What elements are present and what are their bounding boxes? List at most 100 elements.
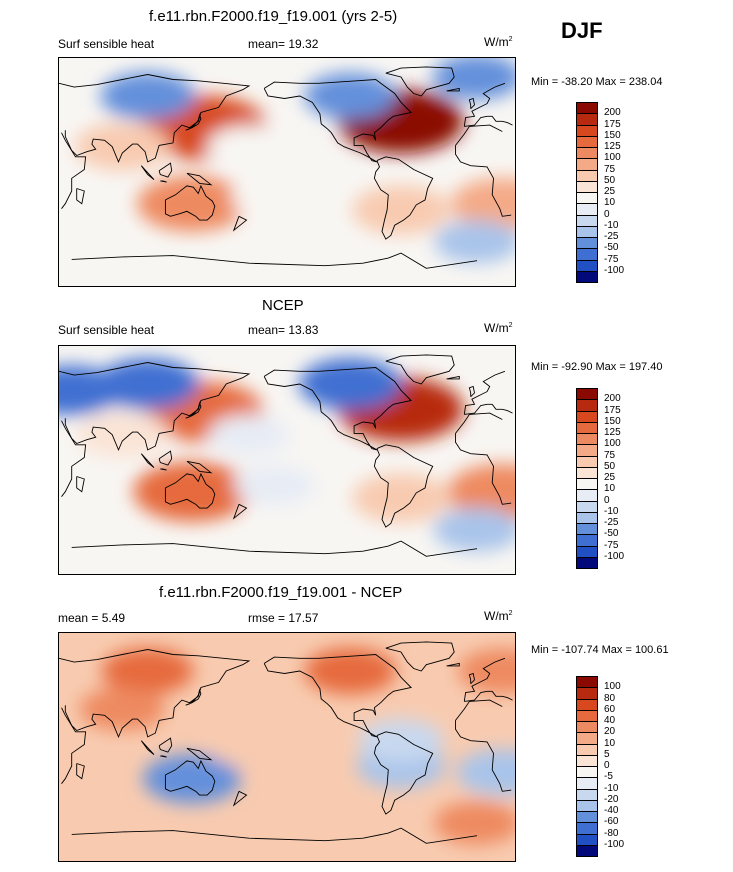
panel3-mean-label: mean = 5.49 bbox=[58, 611, 126, 625]
field-feature bbox=[299, 358, 402, 410]
colorbar-tick-label: 20 bbox=[604, 726, 616, 738]
colorbar-tick-label: -100 bbox=[604, 550, 625, 562]
colorbar-tick-label: -50 bbox=[604, 528, 619, 540]
coastline bbox=[468, 385, 475, 398]
colorbar-tick-label: -25 bbox=[604, 517, 619, 528]
field-feature bbox=[434, 801, 515, 845]
colorbar-tick-label: 150 bbox=[604, 415, 621, 427]
colorbar-tick-label: -75 bbox=[604, 539, 619, 551]
field-feature bbox=[352, 473, 450, 523]
colorbar-tick-label: 10 bbox=[604, 197, 616, 209]
colorbar-tick-label: 100 bbox=[604, 438, 621, 450]
panel3-title: f.e11.rbn.F2000.f19_f19.001 - NCEP bbox=[159, 584, 403, 601]
field-feature bbox=[137, 175, 247, 232]
colorbar-tick-label: 60 bbox=[604, 703, 616, 715]
colorbar-tick-label: 175 bbox=[604, 404, 621, 416]
coastline bbox=[61, 412, 512, 505]
coastline bbox=[263, 654, 412, 738]
colorbar-tick-label: 40 bbox=[604, 715, 616, 726]
coastline bbox=[186, 460, 213, 474]
colorbar-tick-label: 175 bbox=[604, 118, 621, 130]
coastline bbox=[160, 755, 167, 758]
panel1-map bbox=[58, 57, 516, 287]
colorbar-tick-label: -100 bbox=[604, 838, 625, 850]
coastline bbox=[158, 737, 173, 753]
colorbar-tick-label: 0 bbox=[604, 494, 610, 506]
coastline bbox=[373, 444, 434, 528]
panel1-colorbar: 200 175 150 125 100 75 50 25 10 0 -10 -25 -50 -75 -100 bbox=[576, 102, 656, 283]
colorbar-tick-label: -10 bbox=[604, 505, 619, 517]
field-feature bbox=[208, 414, 290, 456]
panel2-colorbar: 200 175 150 125 100 75 50 25 10 0 -10 -25 -50 -75 -100 bbox=[576, 388, 656, 569]
colorbar-swatch bbox=[576, 844, 598, 857]
field-feature bbox=[208, 726, 290, 768]
coastline bbox=[160, 468, 167, 471]
field-feature bbox=[100, 72, 196, 120]
field-feature bbox=[133, 461, 251, 522]
field-feature bbox=[206, 125, 292, 168]
colorbar-tick-label: 0 bbox=[604, 208, 610, 220]
panel1-units: W/m2 bbox=[484, 35, 513, 49]
coastline bbox=[185, 688, 202, 706]
field-feature bbox=[79, 687, 166, 731]
field-feature bbox=[304, 72, 397, 120]
colorbar-tick-label: 100 bbox=[604, 152, 621, 164]
field-feature bbox=[433, 507, 515, 552]
coastline bbox=[158, 450, 173, 466]
colorbar-tick-label: 150 bbox=[604, 129, 621, 141]
panel3-map bbox=[58, 632, 516, 862]
field-feature bbox=[432, 58, 515, 100]
panel3-map-svg bbox=[59, 633, 515, 861]
coastline bbox=[185, 113, 202, 131]
field-feature bbox=[451, 177, 515, 230]
coastline bbox=[71, 540, 478, 557]
panel2-mean-label: mean= 13.83 bbox=[248, 323, 319, 337]
panel3-units: W/m2 bbox=[484, 609, 513, 623]
panel1-minmax: Min = -38.20 Max = 238.04 bbox=[531, 76, 663, 88]
colorbar-tick-label: 125 bbox=[604, 427, 621, 438]
coastline bbox=[71, 827, 478, 844]
colorbar-tick-label: 100 bbox=[604, 681, 621, 693]
colorbar-tick-label: 200 bbox=[604, 393, 621, 405]
field-feature bbox=[143, 753, 241, 804]
panel2-minmax: Min = -92.90 Max = 197.40 bbox=[531, 361, 663, 373]
coastline bbox=[76, 763, 85, 780]
panel1-mean-label: mean= 19.32 bbox=[248, 37, 319, 51]
coastline bbox=[186, 747, 213, 761]
panel2-units: W/m2 bbox=[484, 321, 513, 335]
colorbar-tick-label: 25 bbox=[604, 472, 616, 483]
field-feature bbox=[304, 647, 397, 695]
coastline bbox=[373, 731, 434, 815]
field-feature bbox=[233, 464, 316, 506]
coastline bbox=[76, 476, 85, 493]
coastline bbox=[140, 453, 155, 468]
field-feature bbox=[231, 175, 318, 219]
coastline bbox=[468, 97, 475, 110]
coastline bbox=[446, 662, 460, 667]
colorbar-tick-label: -10 bbox=[604, 782, 619, 794]
coastline bbox=[385, 66, 455, 97]
field-feature bbox=[96, 358, 199, 410]
colorbar-tick-label: -80 bbox=[604, 827, 619, 839]
coastline bbox=[71, 252, 478, 269]
colorbar-tick-label: 0 bbox=[604, 760, 610, 771]
coastline bbox=[140, 740, 155, 755]
coastline bbox=[232, 790, 248, 807]
colorbar-tick-label: 10 bbox=[604, 483, 616, 495]
colorbar-tick-label: 200 bbox=[604, 107, 621, 119]
coastline bbox=[164, 759, 216, 796]
coastline bbox=[59, 362, 513, 452]
colorbar-tick-label: 75 bbox=[604, 163, 616, 175]
colorbar-tick-label: -50 bbox=[604, 242, 619, 254]
coastline bbox=[76, 188, 85, 205]
colorbar-tick-label: -25 bbox=[604, 231, 619, 242]
colorbar-tick-label: -5 bbox=[604, 771, 613, 783]
colorbar-swatch bbox=[576, 270, 598, 283]
coastline bbox=[160, 180, 167, 183]
colorbar-tick-label: 50 bbox=[604, 174, 616, 186]
field-feature bbox=[59, 365, 121, 416]
colorbar-swatch bbox=[576, 556, 598, 569]
coastline bbox=[232, 503, 248, 520]
coastline bbox=[373, 156, 434, 240]
coastline bbox=[164, 472, 216, 509]
